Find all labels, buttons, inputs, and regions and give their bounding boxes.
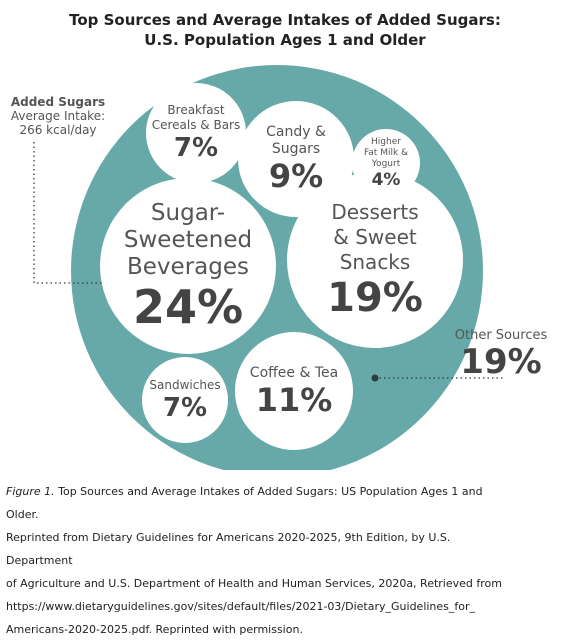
bubble-sandwiches (142, 357, 228, 443)
caption-line-2: Reprinted from Dietary Guidelines for Am… (6, 531, 451, 567)
bubble-candy-sugars (238, 101, 354, 217)
bubble-text-breakfast-cereals-bars: Breakfast Cereals & Bars 7% (149, 83, 243, 183)
bubble-sugar-sweetened-beverages (100, 178, 276, 354)
bubble-breakfast-cereals-bars (146, 83, 246, 183)
bubble-text-coffee-tea: Coffee & Tea 11% (239, 332, 349, 450)
caption-line-5: Americans-2020-2025.pdf. Reprinted with … (6, 623, 303, 636)
average-intake-subheading: Average Intake: (10, 109, 106, 123)
other-sources-name: Other Sources (454, 328, 548, 343)
bubble-text-sugar-sweetened-beverages: Sugar- Sweetened Beverages 24% (108, 178, 268, 354)
average-intake-heading: Added Sugars (10, 95, 106, 109)
caption-line-1-text: Top Sources and Average Intakes of Added… (6, 485, 483, 521)
bubble-desserts-sweet-snacks (287, 172, 463, 348)
chart-title-line-2: U.S. Population Ages 1 and Older (144, 31, 426, 49)
figure-caption: Figure 1. Top Sources and Average Intake… (6, 480, 506, 641)
bubble-label-sugar-sweetened-beverages: Sugar- Sweetened Beverages (123, 199, 253, 280)
average-intake-value: 266 kcal/day (19, 123, 97, 137)
bubble-percent-desserts-sweet-snacks: 19% (327, 274, 423, 321)
bubble-percent-higher-fat-milk-yogurt: 4% (371, 169, 401, 190)
chart-title-line-1: Top Sources and Average Intakes of Added… (69, 11, 501, 29)
bubble-coffee-tea (235, 332, 353, 450)
other-sources-percent: 19% (460, 342, 542, 382)
bubble-label-desserts-sweet-snacks: Desserts & Sweet Snacks (331, 199, 419, 274)
caption-figure-label: Figure 1. (6, 485, 55, 498)
other-sources-dot (371, 374, 379, 382)
bubble-percent-breakfast-cereals-bars: 7% (173, 133, 219, 163)
bubble-text-candy-sugars: Candy & Sugars 9% (246, 101, 346, 217)
caption-line-1: Figure 1. Top Sources and Average Intake… (6, 480, 506, 526)
bubble-chart (33, 65, 505, 470)
bubble-label-breakfast-cereals-bars: Breakfast Cereals & Bars (151, 103, 241, 132)
bubble-label-higher-fat-milk-yogurt: Higher Fat Milk & Yogurt (363, 136, 409, 169)
bubble-label-coffee-tea: Coffee & Tea (249, 365, 339, 381)
caption-line-3: of Agriculture and U.S. Department of He… (6, 577, 502, 590)
average-intake-connector (33, 142, 106, 284)
bubble-percent-coffee-tea: 11% (255, 381, 333, 419)
bubble-label-candy-sugars: Candy & Sugars (266, 124, 326, 157)
chart-title: Top Sources and Average Intakes of Added… (0, 10, 570, 50)
bubble-text-desserts-sweet-snacks: Desserts & Sweet Snacks 19% (300, 172, 450, 348)
bubble-percent-sandwiches: 7% (162, 392, 208, 423)
bubble-percent-candy-sugars: 9% (268, 157, 324, 195)
bubble-higher-fat-milk-yogurt (352, 129, 420, 197)
bubble-text-sandwiches: Sandwiches 7% (145, 357, 225, 443)
average-intake-label: Added Sugars Average Intake: 266 kcal/da… (4, 95, 112, 137)
bubble-percent-sugar-sweetened-beverages: 24% (132, 279, 244, 334)
bubble-text-higher-fat-milk-yogurt: Higher Fat Milk & Yogurt 4% (356, 129, 416, 197)
caption-line-4: https://www.dietaryguidelines.gov/sites/… (6, 600, 476, 613)
bubble-label-sandwiches: Sandwiches (149, 377, 221, 392)
other-sources-label: Other Sources 19% (440, 328, 562, 380)
